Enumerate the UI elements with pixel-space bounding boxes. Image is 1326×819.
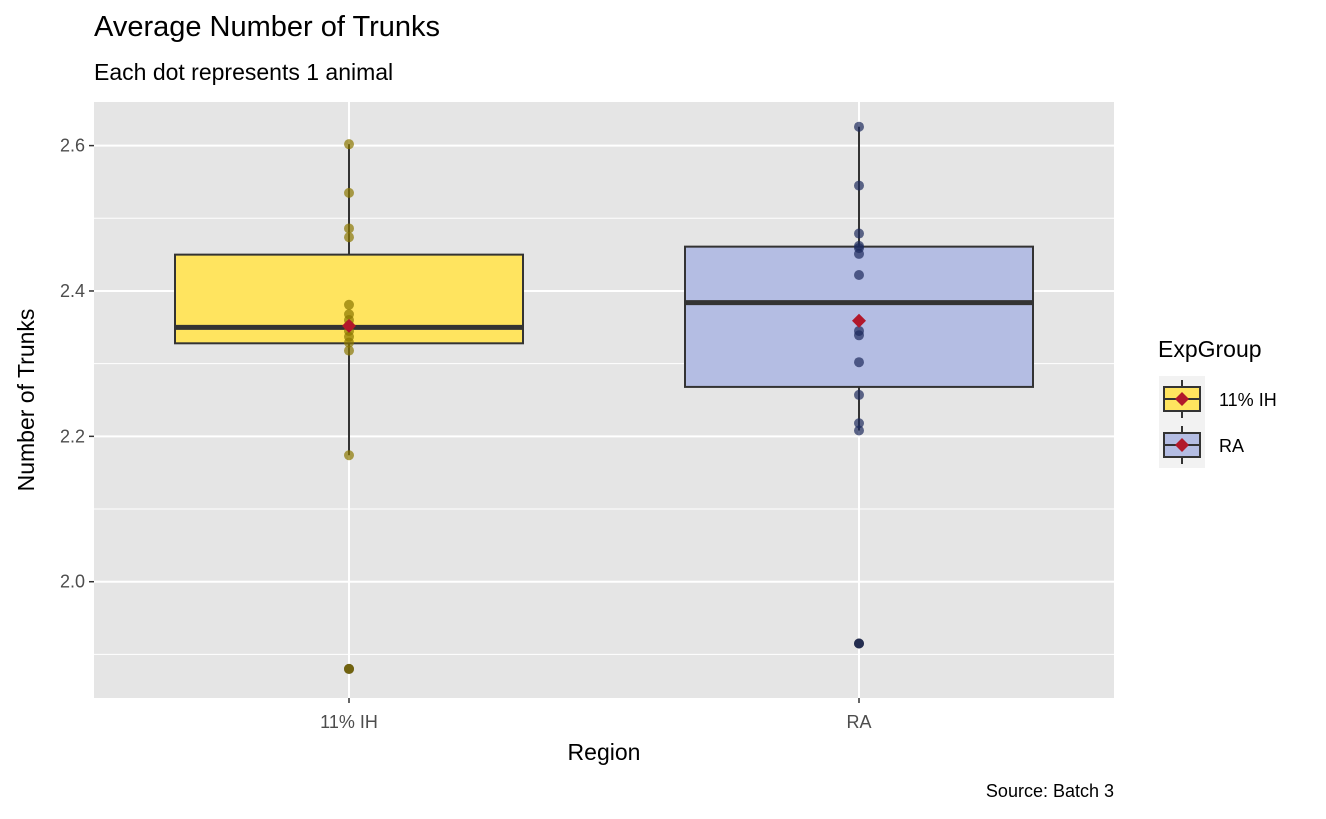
data-point [854,425,864,436]
legend-key-mean [1175,438,1189,452]
x-axis-title: Region [568,739,641,765]
y-tick-label: 2.2 [60,426,85,446]
x-tick-label: RA [846,712,871,732]
y-tick-label: 2.4 [60,281,85,301]
data-point [344,345,354,356]
y-axis-title: Number of Trunks [13,309,39,492]
data-point [854,228,864,239]
data-point [344,450,354,461]
legend-key-mean [1175,392,1189,406]
data-point [344,139,354,150]
y-tick-label: 2.6 [60,136,85,156]
data-point [344,663,354,674]
data-point [854,330,864,341]
legend-title: ExpGroup [1158,336,1262,362]
y-axis: 2.0 2.2 2.4 2.6 [60,136,94,592]
data-point [854,638,864,649]
data-point [854,121,864,132]
y-tick-label: 2.0 [60,572,85,592]
data-point [854,418,864,429]
legend-label: 11% IH [1219,390,1277,410]
plot-panel [94,102,1114,698]
data-point [854,389,864,400]
chart-subtitle: Each dot represents 1 animal [94,59,394,85]
legend-key [1159,422,1205,468]
data-point [854,248,864,259]
data-point [344,187,354,198]
chart-caption: Source: Batch 3 [985,781,1114,801]
chart-title: Average Number of Trunks [94,11,441,43]
data-point [854,180,864,191]
legend-label: RA [1219,436,1244,456]
mean-marker [342,318,356,333]
data-point [344,299,354,310]
data-point [344,223,354,234]
data-point [344,232,354,243]
data-point [344,337,354,348]
mean-marker [852,313,866,328]
data-points [342,121,866,674]
legend: ExpGroup 11% IH RA [1158,336,1277,468]
legend-key [1159,376,1205,422]
data-point [854,357,864,368]
data-point [854,269,864,280]
x-axis: 11% IH RA [320,698,872,732]
x-tick-label: 11% IH [320,712,378,732]
